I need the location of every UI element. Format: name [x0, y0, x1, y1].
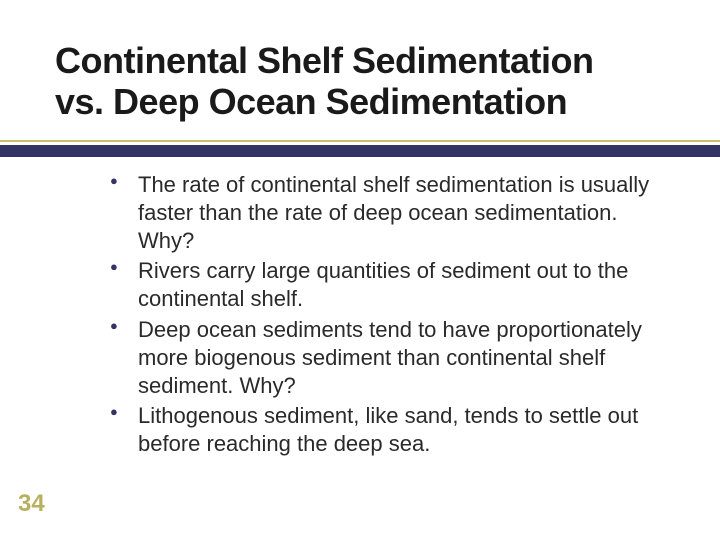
slide: Continental Shelf Sedimentation vs. Deep… [0, 0, 720, 540]
list-item: Rivers carry large quantities of sedimen… [110, 257, 660, 313]
list-item: Lithogenous sediment, like sand, tends t… [110, 402, 660, 458]
list-item: The rate of continental shelf sedimentat… [110, 171, 660, 255]
slide-title: Continental Shelf Sedimentation vs. Deep… [55, 40, 680, 123]
page-number: 34 [18, 490, 45, 518]
title-area: Continental Shelf Sedimentation vs. Deep… [55, 40, 680, 123]
thin-line [0, 140, 720, 142]
title-line-1: Continental Shelf Sedimentation [55, 40, 594, 81]
list-item: Deep ocean sediments tend to have propor… [110, 316, 660, 400]
thick-line [0, 145, 720, 157]
title-underline [0, 140, 720, 157]
bullet-list: The rate of continental shelf sedimentat… [110, 171, 660, 459]
title-line-2: vs. Deep Ocean Sedimentation [55, 81, 567, 122]
